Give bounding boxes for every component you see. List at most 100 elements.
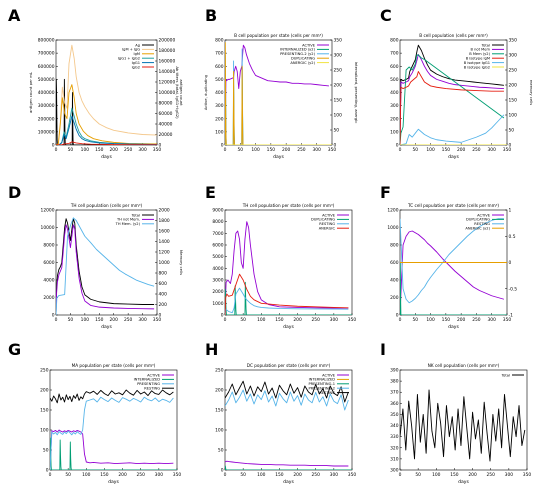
y2-tick-label: 1600 xyxy=(159,229,170,235)
x-axis-label: days xyxy=(101,154,112,160)
y-tick-label: 200000 xyxy=(38,116,55,122)
x-tick-label: 100 xyxy=(432,472,441,478)
x-tick-label: 0 xyxy=(55,147,58,153)
x-tick-label: 100 xyxy=(257,472,266,478)
y-tick-label: 350 xyxy=(390,412,399,418)
legend-label-total: Total xyxy=(131,213,140,217)
panel-G: MA population per state (cells per mm³) 0… xyxy=(28,360,183,490)
y-tick-label: 0 xyxy=(52,313,55,319)
y-tick-label: 100 xyxy=(215,129,224,135)
chart-title: TH cell population (cells per mm³) xyxy=(70,203,143,208)
legend-label-presenting-1: PRESENTING-1 xyxy=(309,382,336,386)
series-group xyxy=(225,380,352,470)
x-tick-label: 350 xyxy=(523,472,532,478)
series-line-ag xyxy=(56,78,157,145)
y-tick-label: 400 xyxy=(390,90,399,96)
x-tick-label: 300 xyxy=(505,472,514,478)
y-tick-label: 100 xyxy=(390,129,399,135)
y2-tick-label: 140000 xyxy=(159,69,176,75)
x-tick-label: 0 xyxy=(399,147,402,153)
x-tick-label: 150 xyxy=(450,472,459,478)
y-tick-label: 200 xyxy=(40,388,49,394)
x-tick-label: 350 xyxy=(173,472,182,478)
y2-tick-label: 350 xyxy=(334,38,343,44)
y-tick-label: 340 xyxy=(390,423,399,429)
x-tick-label: 50 xyxy=(237,147,243,153)
legend-label-active: ACTIVE xyxy=(147,373,161,377)
x-tick-label: 200 xyxy=(110,317,119,323)
x-tick-label: 250 xyxy=(124,317,133,323)
series-line-presenting-1 xyxy=(225,465,352,470)
series-line-b-isotype-igm xyxy=(400,71,504,145)
y2-tick-label: 350 xyxy=(509,38,518,44)
y2-axis-label: Internalized, presenting, anergic xyxy=(354,62,358,124)
series-line-active xyxy=(225,460,349,467)
panel-letter-I: I xyxy=(380,340,386,359)
panel-letter-H: H xyxy=(205,340,219,359)
x-tick-label: 50 xyxy=(240,317,246,323)
y-axis-label: antigen count per mL xyxy=(28,71,33,113)
series-line-igm xyxy=(56,84,157,145)
y-tick-label: 800 xyxy=(390,243,399,249)
legend-label-total: Total xyxy=(501,373,510,377)
x-tick-label: 200 xyxy=(118,472,127,478)
x-tick-label: 350 xyxy=(348,472,357,478)
y2-tick-label: 800 xyxy=(159,271,168,277)
y-tick-label: 600 xyxy=(390,260,399,266)
legend-label-internalized: INTERNALIZED xyxy=(309,378,336,382)
x-tick-label: 350 xyxy=(503,317,512,323)
y-tick-label: 2000 xyxy=(43,295,54,301)
series-line-anergic xyxy=(225,273,349,315)
y-tick-label: 9000 xyxy=(212,208,223,214)
series-line-igg1 xyxy=(56,115,157,145)
legend-label-total: Total xyxy=(481,43,490,47)
y-tick-label: 360 xyxy=(390,401,399,407)
panel-letter-E: E xyxy=(205,183,216,202)
chart-E: TH cell population per state (cells per … xyxy=(212,203,356,330)
legend-label-b-isotype-igm: B isotype IgM xyxy=(466,57,490,61)
series-line-active xyxy=(225,44,329,145)
y-tick-label: 300 xyxy=(390,468,399,474)
y2-tick-label: 100 xyxy=(334,113,343,119)
y-tick-label: 3000 xyxy=(212,278,223,284)
legend-label-b-mem-y2: B Mem (y2) xyxy=(469,52,490,56)
y2-tick-label: 250 xyxy=(334,68,343,74)
y2-axis-label: memory cells xyxy=(529,80,533,106)
series-line-igm-igg xyxy=(56,44,157,145)
panel-letter-A: A xyxy=(8,6,21,25)
y2-tick-label: 150 xyxy=(334,98,343,104)
legend-label-th-mem-y2: TH Mem. (y2) xyxy=(115,222,141,226)
x-tick-label: 50 xyxy=(412,317,418,323)
y-tick-label: 400000 xyxy=(38,90,55,96)
x-tick-label: 350 xyxy=(153,147,162,153)
y-tick-label: 8000 xyxy=(43,243,54,249)
legend-label-b-not-mem: B not Mem xyxy=(471,48,491,52)
panel-B: B cell population per state (cells per m… xyxy=(203,30,359,165)
x-tick-label: 200 xyxy=(110,147,119,153)
series-line-b-mem-y2 xyxy=(400,54,505,145)
plot-frame xyxy=(224,39,333,146)
panel-letter-F: F xyxy=(380,183,391,202)
panel-letter-C: C xyxy=(380,6,392,25)
y-tick-label: 380 xyxy=(390,379,399,385)
y-tick-label: 6000 xyxy=(212,243,223,249)
y-tick-label: 600 xyxy=(215,64,224,70)
x-axis-label: days xyxy=(273,154,284,160)
legend-label-anergic-y2: ANERGIC (y2) xyxy=(290,61,315,65)
legend-label-resting: RESTING xyxy=(474,222,490,226)
panel-letter-D: D xyxy=(8,183,22,202)
legend-label-active: ACTIVE xyxy=(322,213,336,217)
x-tick-label: 250 xyxy=(312,472,321,478)
legend-label-presenting-2: PRESENTING-2 xyxy=(309,387,336,391)
x-tick-label: 50 xyxy=(415,472,421,478)
panel-E: TH cell population per state (cells per … xyxy=(203,200,358,335)
y-tick-label: 500000 xyxy=(38,77,55,83)
x-tick-label: 0 xyxy=(224,147,227,153)
legend-label-resting: RESTING xyxy=(319,222,335,226)
legend-label-ag: Ag xyxy=(135,43,140,47)
y-tick-label: 500 xyxy=(215,77,224,83)
y-tick-label: 100 xyxy=(215,428,224,434)
series-line-presenting-2 xyxy=(225,389,349,411)
x-tick-label: 250 xyxy=(124,147,133,153)
legend-label-igg1-igg2: IgG1 + IgG2 xyxy=(118,57,140,61)
